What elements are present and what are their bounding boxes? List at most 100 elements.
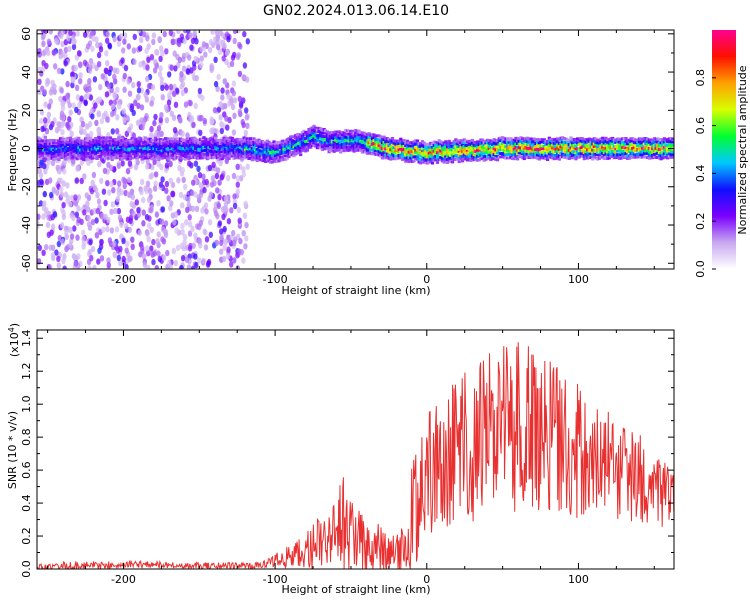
spectrogram-cell [195, 138, 199, 142]
spectrogram-cell [412, 159, 416, 163]
spectrogram-cell [90, 245, 96, 253]
spectrogram-cell [65, 137, 69, 140]
spectrogram-cell [344, 129, 348, 132]
spectrogram-cell [226, 93, 231, 100]
spectrogram-cell [99, 117, 105, 125]
spectrogram-cell [244, 235, 249, 242]
spectrogram-cell [153, 171, 159, 178]
spectrogram-cell [397, 148, 401, 152]
y-tick-label: -40 [20, 216, 33, 234]
spectrogram-cell [380, 143, 384, 147]
spectrogram-cell [143, 149, 148, 153]
spectrogram-cell [209, 145, 213, 149]
spectrogram-cell [97, 154, 101, 158]
spectrogram-cell [207, 140, 211, 144]
spectrogram-cell [107, 141, 111, 145]
spectrogram-cell [597, 150, 601, 154]
spectrogram-cell [262, 151, 266, 155]
spectrogram-cell [541, 153, 545, 157]
spectrogram-cell [314, 126, 318, 130]
spectrogram-cell [482, 141, 486, 144]
spectrogram-cell [255, 153, 259, 157]
spectrogram-cell [250, 151, 254, 155]
spectrogram-cell [201, 173, 206, 180]
spectrogram-cell [62, 138, 66, 141]
spectrogram-cell [85, 200, 90, 207]
spectrogram-cell [77, 154, 81, 158]
spectrogram-cell [419, 142, 423, 146]
spectrogram-cell [70, 141, 74, 145]
spectrogram-cell [591, 154, 595, 157]
spectrogram-cell [210, 64, 215, 72]
spectrogram-cell [639, 137, 643, 141]
spectrogram-cell [125, 240, 130, 247]
spectrogram-cell [55, 147, 59, 150]
spectrogram-cell [214, 149, 218, 153]
spectrogram-cell [239, 138, 243, 141]
spectrogram-cell [132, 147, 136, 151]
spectrogram-cell [420, 149, 425, 153]
x-tick-label: 0 [423, 573, 430, 586]
spectrogram-cell [48, 156, 52, 160]
spectrogram-cell [377, 146, 381, 150]
spectrogram-cell [329, 143, 333, 147]
spectrogram-cell [459, 148, 463, 152]
spectrogram-cell [128, 145, 133, 148]
spectrogram-cell [470, 147, 475, 151]
spectrogram-cell [577, 152, 581, 156]
colorbar-tick-label: 0.6 [694, 117, 707, 135]
spectrogram-cell [315, 128, 319, 132]
spectrogram-cell [641, 153, 645, 157]
spectrogram-cell [601, 146, 605, 149]
spectrogram-cell [47, 103, 52, 110]
spectrogram-cell [531, 153, 535, 157]
spectrogram-cell [551, 153, 555, 157]
spectrogram-cell [304, 140, 308, 143]
spectrogram-cell [42, 190, 47, 198]
spectrogram-cell [387, 144, 391, 148]
spectrogram-cell [577, 138, 581, 141]
spectrogram-cell [597, 143, 601, 147]
spectrogram-cell [559, 145, 563, 149]
spectrogram-cell [357, 148, 361, 152]
spectrogram-cell [139, 189, 144, 196]
spectrogram-cell [157, 142, 161, 146]
spectrogram-cell [200, 94, 205, 102]
spectrogram-cell [168, 30, 173, 37]
spectrogram-cell [141, 253, 147, 260]
spectrogram-cell [130, 243, 135, 250]
spectrogram-cell [639, 156, 643, 159]
spectrogram-cell [219, 174, 224, 181]
spectrogram-cell [194, 261, 199, 269]
spectrogram-cell [274, 151, 278, 155]
spectrogram-cell [649, 145, 653, 148]
spectrogram-cell [602, 151, 606, 155]
spectrogram-cell [480, 141, 485, 144]
spectrogram-cell [107, 151, 111, 155]
spectrogram-cell [189, 147, 193, 150]
spectrogram-cell [307, 146, 311, 149]
spectrogram-cell [123, 148, 128, 151]
spectrogram-cell [82, 139, 86, 143]
spectrogram-cell [215, 187, 220, 194]
spectrogram-cell [119, 221, 124, 228]
spectrogram-cell [109, 208, 114, 215]
spectrogram-cell [80, 150, 84, 154]
spectrogram-cell [153, 113, 158, 121]
spectrogram-cell [434, 149, 438, 153]
spectrogram-cell [597, 153, 601, 157]
spectrogram-cell [249, 149, 253, 153]
spectrogram-cell [567, 145, 571, 149]
spectrogram-cell [387, 150, 391, 154]
spectrogram-cell [80, 120, 86, 128]
spectrogram-cell [192, 143, 196, 147]
spectrogram-cell [164, 48, 169, 55]
spectrogram-cell [629, 145, 633, 149]
spectrogram-cell [45, 144, 49, 148]
spectrogram-cell [215, 154, 219, 158]
spectrogram-cell [80, 139, 84, 143]
spectrogram-cell [219, 228, 224, 235]
spectrogram-cell [566, 144, 570, 148]
spectrogram-cell [224, 138, 228, 142]
spectrogram-cell [485, 138, 490, 142]
